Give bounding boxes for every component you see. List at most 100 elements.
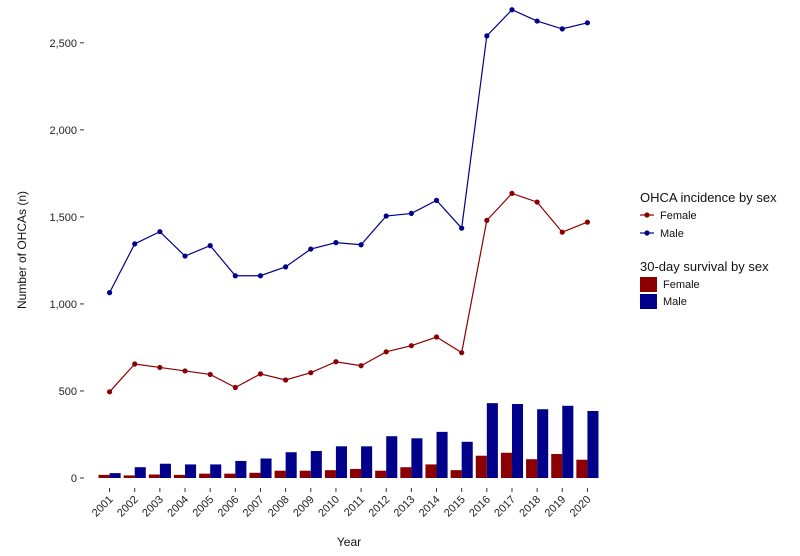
- x-tick-label-2006: 2006: [216, 494, 242, 520]
- point-female-2018: [534, 199, 540, 205]
- bar-male-2016: [486, 403, 498, 478]
- x-tick-label-2002: 2002: [115, 494, 141, 520]
- point-male-2020: [584, 20, 591, 26]
- point-female-2014: [433, 334, 440, 340]
- point-male-2015: [459, 225, 465, 231]
- bar-female-2012: [375, 470, 387, 478]
- bar-male-2009: [310, 451, 322, 478]
- bar-female-2011: [350, 468, 362, 478]
- bars-layer: [98, 403, 599, 478]
- y-tick-label-500: 500: [59, 386, 77, 398]
- bar-female-2007: [249, 472, 261, 478]
- bar-male-2007: [260, 458, 272, 478]
- legend-label-line-female: Female: [660, 210, 697, 222]
- bar-female-2001: [98, 474, 110, 478]
- bar-male-2010: [335, 446, 347, 478]
- legend-female-line-marker: [644, 212, 650, 218]
- legend-male-line-marker: [644, 230, 650, 236]
- point-male-2014: [433, 197, 440, 203]
- bar-female-2020: [576, 459, 588, 478]
- bar-female-2004: [173, 474, 186, 478]
- bar-male-2004: [185, 464, 197, 478]
- bar-male-2019: [562, 405, 574, 478]
- legend-male-bar-swatch: [640, 294, 657, 309]
- bar-male-2012: [386, 436, 398, 478]
- legend-title-incidence: OHCA incidence by sex: [640, 190, 777, 205]
- x-tick-label-2020: 2020: [568, 494, 594, 520]
- point-male-2001: [106, 290, 113, 296]
- y-axis-title: Number of OHCAs (n): [15, 191, 29, 309]
- legend-title-survival: 30-day survival by sex: [640, 259, 769, 274]
- legend: OHCA incidence by sex Female Male 30-day…: [640, 190, 777, 309]
- bar-female-2002: [123, 475, 135, 478]
- x-axis: 2001 2002 2003 2004 2005 2006 2007 2008 2009 2010…: [90, 488, 594, 519]
- point-male-2003: [157, 229, 163, 235]
- x-tick-label-2004: 2004: [165, 494, 191, 520]
- point-female-2020: [584, 219, 591, 225]
- bar-male-2002: [134, 467, 146, 478]
- point-female-2005: [207, 371, 213, 378]
- bar-female-2016: [475, 455, 487, 478]
- x-tick-label-2001: 2001: [90, 494, 116, 520]
- point-female-2004: [182, 368, 188, 374]
- x-tick-label-2017: 2017: [492, 494, 518, 520]
- line-female: [109, 192, 588, 393]
- point-male-2002: [132, 241, 138, 247]
- x-tick-label-2016: 2016: [467, 494, 493, 520]
- lines-layer: [106, 7, 591, 395]
- point-female-2006: [232, 384, 238, 391]
- point-female-2013: [408, 343, 414, 349]
- point-male-2013: [408, 210, 414, 217]
- point-female-2017: [509, 190, 515, 196]
- bar-male-2020: [587, 410, 599, 478]
- bar-male-2018: [537, 409, 549, 478]
- line-male: [109, 9, 588, 293]
- legend-label-bar-female: Female: [663, 279, 700, 291]
- x-tick-label-2011: 2011: [342, 494, 367, 519]
- bar-female-2014: [425, 464, 437, 478]
- bar-female-2017: [500, 452, 512, 478]
- point-female-2002: [132, 361, 138, 367]
- bar-female-2009: [299, 470, 311, 478]
- point-male-2005: [207, 243, 213, 249]
- point-male-2011: [358, 242, 364, 248]
- y-axis: 0 500 1,000 1,500 2,000 2,500: [49, 38, 84, 485]
- legend-label-line-male: Male: [660, 228, 684, 240]
- point-female-2019: [559, 229, 565, 235]
- x-tick-label-2008: 2008: [266, 494, 292, 520]
- y-tick-label-2500: 2,500: [49, 38, 77, 50]
- point-female-2015: [459, 350, 465, 356]
- bar-female-2006: [224, 473, 236, 478]
- x-tick-label-2007: 2007: [241, 494, 267, 520]
- point-male-2019: [559, 26, 565, 32]
- point-female-2008: [283, 377, 289, 383]
- x-tick-label-2003: 2003: [140, 494, 166, 520]
- bar-male-2013: [411, 438, 423, 478]
- bar-male-2011: [361, 446, 373, 478]
- bar-female-2010: [324, 470, 336, 478]
- legend-label-bar-male: Male: [663, 296, 687, 308]
- point-female-2011: [358, 363, 364, 369]
- x-tick-label-2010: 2010: [316, 494, 342, 520]
- point-female-2010: [333, 359, 339, 365]
- x-tick-label-2015: 2015: [442, 494, 468, 520]
- legend-female-bar-swatch: [640, 277, 657, 292]
- x-tick-label-2013: 2013: [392, 494, 418, 520]
- bar-female-2019: [551, 453, 563, 478]
- point-male-2009: [308, 246, 314, 252]
- x-axis-title: Year: [337, 535, 361, 549]
- point-male-2006: [232, 273, 238, 279]
- bar-male-2008: [285, 452, 297, 478]
- point-female-2009: [308, 370, 314, 376]
- bar-female-2008: [274, 470, 286, 478]
- point-female-2003: [157, 364, 163, 371]
- point-female-2016: [484, 217, 490, 223]
- x-tick-label-2012: 2012: [367, 494, 393, 520]
- point-female-2012: [383, 349, 389, 355]
- bar-male-2005: [210, 464, 222, 478]
- bar-male-2014: [436, 431, 448, 478]
- y-tick-label-1500: 1,500: [49, 212, 77, 224]
- point-female-2007: [257, 371, 264, 377]
- y-tick-label-1000: 1,000: [49, 299, 77, 311]
